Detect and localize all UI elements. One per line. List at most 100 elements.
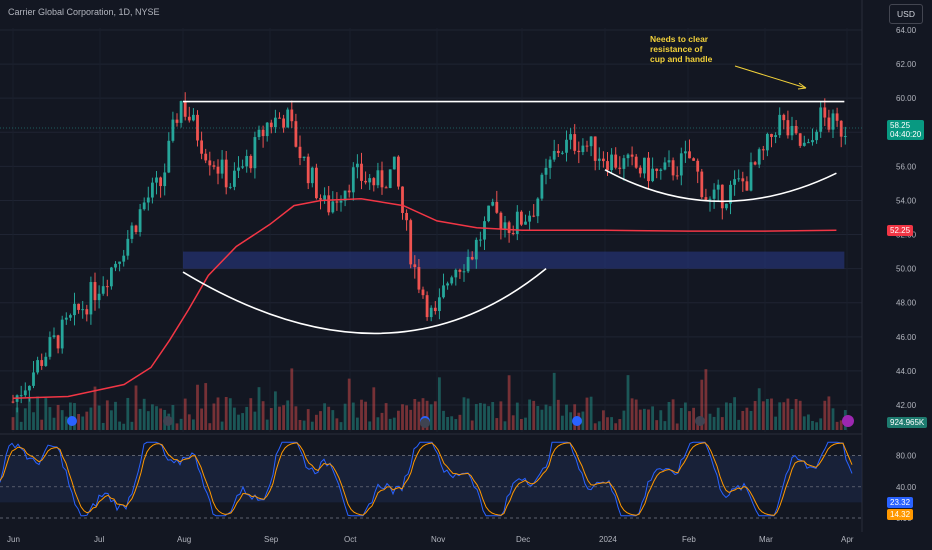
y-tick-label: 64.00 bbox=[896, 26, 917, 35]
x-tick-label: Nov bbox=[431, 535, 445, 544]
volume-bar bbox=[819, 418, 823, 430]
candle-body bbox=[118, 261, 121, 264]
candle-body bbox=[187, 116, 191, 121]
volume-bar bbox=[89, 407, 93, 430]
y-tick-label: 56.00 bbox=[896, 162, 917, 171]
volume-bar bbox=[655, 420, 659, 430]
candle-body bbox=[491, 201, 495, 206]
volume-bar bbox=[606, 417, 609, 430]
event-marker-icon bbox=[163, 416, 173, 426]
volume-bar bbox=[97, 405, 101, 430]
y-tick-label: 48.00 bbox=[896, 299, 917, 308]
candle-body bbox=[688, 151, 691, 159]
volume-bar bbox=[48, 407, 52, 430]
volume-bar bbox=[757, 388, 761, 430]
candle-body bbox=[81, 309, 85, 311]
volume-bar bbox=[470, 420, 474, 430]
x-tick-label: Aug bbox=[177, 535, 191, 544]
volume-bar bbox=[52, 417, 56, 430]
candle-body bbox=[315, 167, 318, 199]
volume-bar bbox=[770, 398, 773, 430]
volume-bar bbox=[454, 419, 458, 430]
volume-bar bbox=[536, 406, 540, 430]
candle-body bbox=[331, 201, 335, 213]
candle-body bbox=[105, 286, 109, 288]
volume-bar bbox=[745, 407, 749, 430]
volume-bar bbox=[409, 409, 413, 430]
annotation-line: Needs to clear bbox=[650, 34, 709, 44]
volume-bar bbox=[704, 369, 708, 430]
volume-bar bbox=[778, 402, 782, 430]
volume-bar bbox=[487, 406, 490, 430]
volume-bar bbox=[433, 401, 437, 430]
candle-body bbox=[241, 166, 244, 168]
volume-bar bbox=[171, 405, 175, 430]
candle-body bbox=[774, 135, 777, 138]
candle-body bbox=[585, 145, 589, 147]
volume-badge: 924.965K bbox=[887, 417, 928, 428]
candle-body bbox=[159, 177, 162, 187]
volume-bar bbox=[483, 403, 486, 430]
candle-body bbox=[450, 277, 454, 284]
volume-bar bbox=[392, 417, 396, 430]
volume-bar bbox=[708, 413, 712, 430]
candle-body bbox=[753, 162, 757, 165]
x-tick-label: Sep bbox=[264, 535, 279, 544]
volume-bar bbox=[282, 405, 285, 430]
volume-bar bbox=[827, 396, 831, 430]
volume-bar bbox=[138, 408, 142, 430]
candle-body bbox=[151, 182, 154, 198]
candle-body bbox=[671, 160, 675, 176]
event-marker-icon bbox=[695, 416, 705, 426]
candle-body bbox=[278, 117, 281, 119]
volume-bar bbox=[228, 398, 232, 430]
event-marker-icon bbox=[572, 416, 582, 426]
candle-body bbox=[659, 169, 663, 171]
volume-bar bbox=[224, 396, 228, 430]
stoch-k-badge: 23.32 bbox=[887, 497, 914, 508]
volume-bar bbox=[474, 404, 478, 430]
x-tick-label: Mar bbox=[759, 535, 773, 544]
volume-bar bbox=[372, 387, 376, 430]
candle-body bbox=[790, 126, 794, 136]
candle-body bbox=[610, 154, 613, 171]
candle-body bbox=[364, 180, 367, 183]
symbol-title[interactable]: Carrier Global Corporation, 1D, NYSE bbox=[8, 7, 160, 17]
candle-body bbox=[409, 220, 413, 265]
volume-bar bbox=[77, 413, 80, 430]
candle-body bbox=[597, 158, 601, 161]
volume-bar bbox=[401, 404, 404, 430]
candle-body bbox=[745, 181, 749, 191]
candle-body bbox=[618, 167, 622, 169]
candle-body bbox=[114, 263, 117, 268]
y-tick-label: 44.00 bbox=[896, 367, 917, 376]
candle-body bbox=[274, 117, 277, 128]
volume-bar bbox=[290, 368, 294, 430]
candle-body bbox=[69, 315, 72, 318]
volume-bar bbox=[766, 398, 769, 430]
volume-bar bbox=[585, 397, 589, 430]
candle-body bbox=[483, 221, 486, 240]
volume-bar bbox=[794, 398, 798, 430]
stoch-band bbox=[0, 455, 862, 503]
volume-bar bbox=[196, 384, 199, 430]
candle-body bbox=[163, 172, 167, 187]
candle-body bbox=[319, 198, 322, 200]
candle-body bbox=[577, 150, 581, 153]
volume-bar bbox=[548, 406, 552, 430]
volume-bar bbox=[507, 375, 511, 430]
candle-body bbox=[540, 174, 544, 199]
candle-body bbox=[183, 101, 187, 117]
candle-body bbox=[552, 150, 556, 160]
y-tick-label: 60.00 bbox=[896, 94, 917, 103]
volume-bar bbox=[93, 386, 97, 430]
volume-bar bbox=[720, 417, 724, 430]
volume-bar bbox=[651, 406, 654, 430]
volume-bar bbox=[265, 419, 269, 430]
volume-bar bbox=[647, 409, 650, 430]
candle-body bbox=[835, 113, 839, 121]
volume-bar bbox=[446, 416, 449, 430]
volume-bar bbox=[786, 398, 790, 430]
currency-button[interactable]: USD bbox=[889, 4, 923, 24]
